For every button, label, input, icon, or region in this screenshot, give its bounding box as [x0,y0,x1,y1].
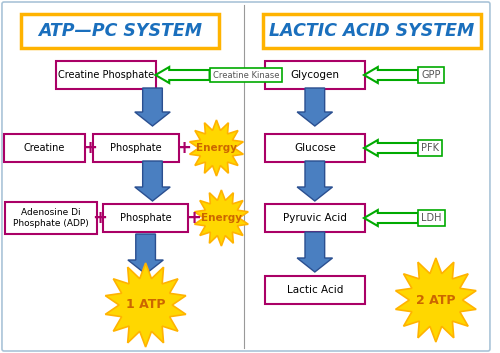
Polygon shape [190,120,244,176]
Text: +: + [92,209,107,227]
Polygon shape [364,67,418,83]
Polygon shape [106,263,186,347]
Text: ATP—PC SYSTEM: ATP—PC SYSTEM [38,22,202,40]
FancyBboxPatch shape [56,61,156,89]
Text: Pyruvic Acid: Pyruvic Acid [283,213,347,223]
Text: GPP: GPP [421,70,440,80]
FancyBboxPatch shape [103,204,188,232]
Text: LACTIC ACID SYSTEM: LACTIC ACID SYSTEM [270,22,474,40]
FancyBboxPatch shape [5,202,98,234]
Polygon shape [156,67,210,83]
Polygon shape [194,190,248,246]
Text: +: + [186,209,202,227]
Polygon shape [364,210,418,226]
Polygon shape [297,161,332,201]
Polygon shape [128,234,164,274]
Polygon shape [135,161,170,201]
Text: Creatine: Creatine [24,143,65,153]
Text: Glycogen: Glycogen [290,70,340,80]
FancyBboxPatch shape [93,134,178,162]
Text: Phosphate: Phosphate [120,213,172,223]
Text: Phosphate: Phosphate [110,143,162,153]
Polygon shape [364,140,418,156]
Text: PFK: PFK [421,143,439,153]
FancyBboxPatch shape [264,204,365,232]
Text: Creatine Kinase: Creatine Kinase [212,71,279,79]
Text: 2 ATP: 2 ATP [416,293,456,306]
FancyBboxPatch shape [264,276,365,304]
Polygon shape [135,88,170,126]
Text: +: + [82,139,97,157]
Text: Energy: Energy [196,143,237,153]
Text: Adenosine Di
Phosphate (ADP): Adenosine Di Phosphate (ADP) [14,208,89,228]
Text: 1 ATP: 1 ATP [126,299,166,311]
Text: Energy: Energy [201,213,242,223]
Text: LDH: LDH [421,213,442,223]
Text: Creatine Phosphate: Creatine Phosphate [58,70,154,80]
FancyBboxPatch shape [264,134,365,162]
Polygon shape [297,88,332,126]
Text: +: + [176,139,192,157]
Text: Glucose: Glucose [294,143,336,153]
FancyBboxPatch shape [262,14,481,48]
Polygon shape [396,258,476,342]
FancyBboxPatch shape [2,2,490,351]
FancyBboxPatch shape [20,14,220,48]
Polygon shape [297,232,332,272]
FancyBboxPatch shape [264,61,365,89]
FancyBboxPatch shape [4,134,84,162]
Text: Lactic Acid: Lactic Acid [286,285,343,295]
